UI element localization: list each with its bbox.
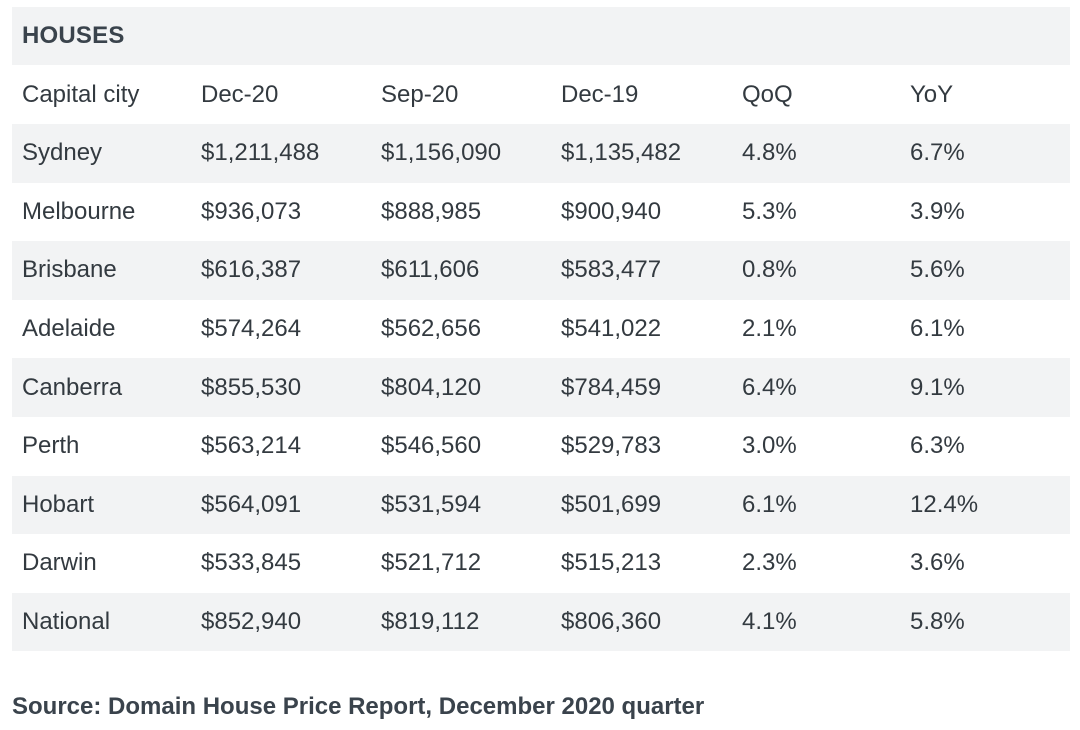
cell-dec-20: $936,073 <box>191 182 371 242</box>
table-body: Sydney $1,211,488 $1,156,090 $1,135,482 4.8%… <box>12 124 1071 652</box>
cell-dec-20: $1,211,488 <box>191 124 371 183</box>
cell-capital-city: Adelaide <box>12 299 191 359</box>
table-row: Darwin $533,845 $521,712 $515,213 2.3% 3.6% <box>12 534 1071 593</box>
cell-yoy: 9.1% <box>900 358 1071 417</box>
cell-dec-20: $852,940 <box>191 592 371 652</box>
table-title: HOUSES <box>12 7 1071 65</box>
cell-capital-city: Darwin <box>12 534 191 593</box>
cell-dec-19: $529,783 <box>551 416 732 476</box>
cell-sep-20: $611,606 <box>371 241 551 300</box>
cell-yoy: 3.6% <box>900 534 1071 593</box>
houses-price-table: HOUSES Capital city Dec-20 Sep-20 Dec-19… <box>12 7 1071 652</box>
cell-qoq: 2.1% <box>732 299 900 359</box>
cell-yoy: 5.8% <box>900 592 1071 652</box>
cell-capital-city: Canberra <box>12 358 191 417</box>
table-row: Hobart $564,091 $531,594 $501,699 6.1% 12.4% <box>12 475 1071 535</box>
cell-dec-19: $541,022 <box>551 299 732 359</box>
cell-sep-20: $546,560 <box>371 416 551 476</box>
table-row: Melbourne $936,073 $888,985 $900,940 5.3% 3.9… <box>12 182 1071 242</box>
cell-capital-city: Hobart <box>12 475 191 535</box>
cell-qoq: 6.4% <box>732 358 900 417</box>
cell-capital-city: Sydney <box>12 124 191 183</box>
cell-dec-19: $900,940 <box>551 182 732 242</box>
table-header-row: Capital city Dec-20 Sep-20 Dec-19 QoQ Yo… <box>12 65 1071 124</box>
cell-sep-20: $804,120 <box>371 358 551 417</box>
table-row: National $852,940 $819,112 $806,360 4.1% 5.8% <box>12 592 1071 652</box>
table-title-row: HOUSES <box>12 7 1071 65</box>
column-header-yoy: YoY <box>900 65 1071 124</box>
cell-qoq: 0.8% <box>732 241 900 300</box>
cell-yoy: 3.9% <box>900 182 1071 242</box>
cell-capital-city: Brisbane <box>12 241 191 300</box>
column-header-sep-20: Sep-20 <box>371 65 551 124</box>
cell-qoq: 6.1% <box>732 475 900 535</box>
cell-dec-19: $784,459 <box>551 358 732 417</box>
cell-sep-20: $562,656 <box>371 299 551 359</box>
cell-dec-20: $616,387 <box>191 241 371 300</box>
cell-dec-20: $564,091 <box>191 475 371 535</box>
column-header-dec-19: Dec-19 <box>551 65 732 124</box>
cell-sep-20: $531,594 <box>371 475 551 535</box>
cell-yoy: 6.7% <box>900 124 1071 183</box>
table-row: Canberra $855,530 $804,120 $784,459 6.4% 9.1% <box>12 358 1071 417</box>
cell-sep-20: $888,985 <box>371 182 551 242</box>
table-row: Perth $563,214 $546,560 $529,783 3.0% 6.3% <box>12 416 1071 476</box>
column-header-qoq: QoQ <box>732 65 900 124</box>
houses-price-table-container: HOUSES Capital city Dec-20 Sep-20 Dec-19… <box>12 7 1071 652</box>
cell-capital-city: Perth <box>12 416 191 476</box>
cell-sep-20: $1,156,090 <box>371 124 551 183</box>
cell-qoq: 5.3% <box>732 182 900 242</box>
cell-dec-20: $855,530 <box>191 358 371 417</box>
cell-qoq: 3.0% <box>732 416 900 476</box>
cell-yoy: 5.6% <box>900 241 1071 300</box>
cell-dec-20: $574,264 <box>191 299 371 359</box>
cell-qoq: 2.3% <box>732 534 900 593</box>
cell-dec-19: $583,477 <box>551 241 732 300</box>
column-header-dec-20: Dec-20 <box>191 65 371 124</box>
cell-dec-19: $515,213 <box>551 534 732 593</box>
cell-sep-20: $521,712 <box>371 534 551 593</box>
cell-yoy: 12.4% <box>900 475 1071 535</box>
table-row: Adelaide $574,264 $562,656 $541,022 2.1% 6.1% <box>12 299 1071 359</box>
cell-dec-20: $533,845 <box>191 534 371 593</box>
table-row: Brisbane $616,387 $611,606 $583,477 0.8% 5.6% <box>12 241 1071 300</box>
cell-dec-19: $806,360 <box>551 592 732 652</box>
cell-qoq: 4.8% <box>732 124 900 183</box>
column-header-capital-city: Capital city <box>12 65 191 124</box>
cell-capital-city: Melbourne <box>12 182 191 242</box>
cell-dec-19: $1,135,482 <box>551 124 732 183</box>
cell-qoq: 4.1% <box>732 592 900 652</box>
cell-dec-19: $501,699 <box>551 475 732 535</box>
table-row: Sydney $1,211,488 $1,156,090 $1,135,482 4.8%… <box>12 124 1071 183</box>
cell-capital-city: National <box>12 592 191 652</box>
cell-yoy: 6.3% <box>900 416 1071 476</box>
cell-sep-20: $819,112 <box>371 592 551 652</box>
cell-dec-20: $563,214 <box>191 416 371 476</box>
cell-yoy: 6.1% <box>900 299 1071 359</box>
source-caption: Source: Domain House Price Report, Decem… <box>12 693 705 720</box>
